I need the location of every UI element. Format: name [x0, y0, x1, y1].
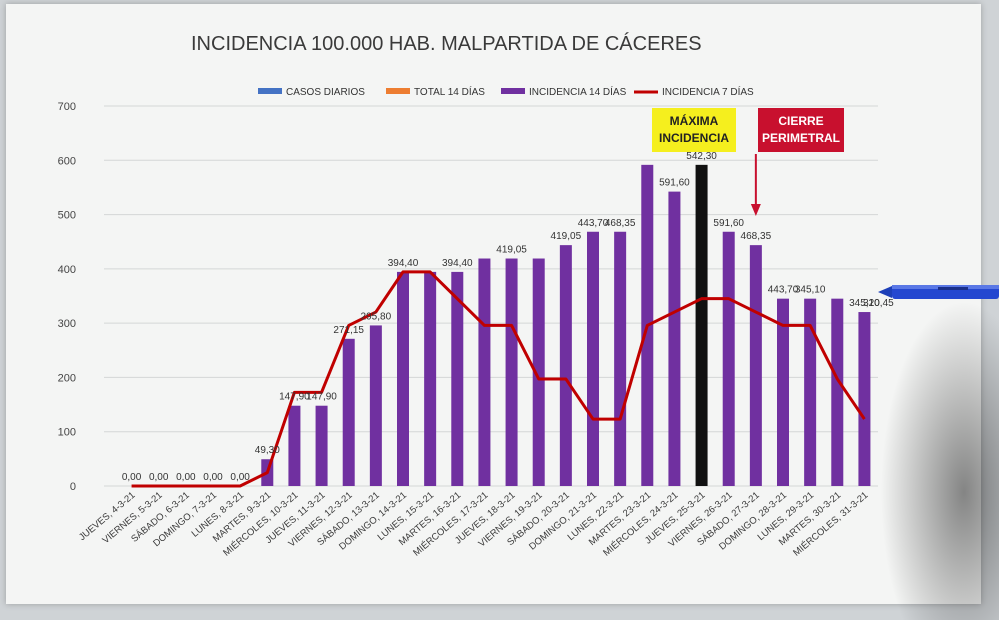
- callout-arrowhead: [750, 204, 761, 216]
- callout-text: INCIDENCIA: [659, 131, 729, 145]
- data-label: 468,35: [605, 218, 636, 229]
- y-tick-label: 100: [58, 427, 76, 439]
- bar: [532, 258, 545, 486]
- bar: [668, 191, 681, 486]
- data-label: 345,10: [795, 285, 826, 296]
- bar: [424, 271, 437, 486]
- data-label: 320,45: [863, 298, 894, 309]
- bar: [858, 312, 871, 486]
- bar: [369, 325, 382, 486]
- bar: [288, 405, 301, 486]
- y-tick-label: 400: [58, 264, 76, 276]
- y-axis: 0 100 200 300 400 500 600 700: [58, 101, 76, 493]
- data-label: 271,15: [333, 325, 364, 336]
- data-label: 468,35: [741, 231, 772, 242]
- legend-swatch: [501, 88, 525, 94]
- data-label: 591,60: [659, 178, 690, 189]
- y-tick-label: 700: [58, 101, 76, 113]
- callout-text: PERIMETRAL: [762, 131, 840, 145]
- data-label: 0,00: [122, 472, 142, 483]
- legend-label: CASOS DIARIOS: [286, 87, 365, 98]
- bar: [505, 258, 518, 486]
- bar: [559, 245, 572, 486]
- y-tick-label: 200: [58, 372, 76, 384]
- bar: [722, 231, 735, 486]
- data-label: 147,90: [306, 392, 337, 403]
- legend-label: INCIDENCIA 7 DÍAS: [662, 85, 754, 98]
- chart-title: INCIDENCIA 100.000 HAB. MALPARTIDA DE CÁ…: [191, 32, 702, 55]
- legend-label: INCIDENCIA 14 DÍAS: [529, 85, 627, 98]
- bar: [478, 258, 491, 486]
- bar: [695, 164, 708, 487]
- chart-legend: CASOS DIARIOS TOTAL 14 DÍAS INCIDENCIA 14 …: [258, 85, 754, 98]
- bar: [342, 338, 355, 486]
- data-label: 147,90: [279, 392, 310, 403]
- data-label: 443,70: [578, 218, 609, 229]
- bars: [261, 164, 871, 487]
- data-label: 542,30: [686, 151, 717, 162]
- data-label: 295,80: [361, 311, 392, 322]
- chart-sheet: INCIDENCIA 100.000 HAB. MALPARTIDA DE CÁ…: [6, 4, 981, 604]
- bar: [831, 298, 844, 486]
- data-label: 419,05: [551, 231, 582, 242]
- hand-shadow: [880, 300, 999, 620]
- bar: [451, 271, 464, 486]
- data-label: 49,30: [255, 445, 280, 456]
- gridlines: [104, 105, 878, 487]
- data-label: 0,00: [203, 472, 223, 483]
- data-label: 591,60: [713, 218, 744, 229]
- bar: [614, 231, 627, 486]
- y-tick-label: 600: [58, 155, 76, 167]
- bar: [804, 298, 817, 486]
- legend-label: TOTAL 14 DÍAS: [414, 85, 485, 98]
- pen-icon: [878, 285, 999, 299]
- y-tick-label: 300: [58, 318, 76, 330]
- line-7-day: [131, 270, 866, 488]
- y-tick-label: 0: [70, 481, 76, 493]
- data-label: 419,05: [496, 245, 527, 256]
- data-label: 394,40: [442, 258, 473, 269]
- bar: [315, 405, 328, 486]
- callout-text: CIERRE: [778, 114, 823, 128]
- legend-swatch: [386, 88, 410, 94]
- bar: [587, 231, 599, 486]
- annotations: MÁXIMA INCIDENCIA CIERRE PERIMETRAL: [652, 108, 844, 216]
- y-tick-label: 500: [58, 210, 76, 222]
- bar: [777, 298, 789, 486]
- incidence-chart: INCIDENCIA 100.000 HAB. MALPARTIDA DE CÁ…: [58, 32, 895, 559]
- data-label: 0,00: [230, 472, 250, 483]
- legend-swatch: [258, 88, 282, 94]
- data-label: 345,10: [849, 298, 880, 309]
- callout-box: [652, 108, 736, 152]
- data-label: 394,40: [388, 258, 419, 269]
- callout-text: MÁXIMA: [670, 113, 719, 128]
- data-label: 0,00: [149, 472, 169, 483]
- bar: [397, 271, 409, 486]
- callout-box: [758, 108, 844, 152]
- bar: [749, 245, 762, 486]
- data-label: 0,00: [176, 472, 196, 483]
- line-series: [131, 270, 866, 488]
- data-label: 443,70: [768, 285, 799, 296]
